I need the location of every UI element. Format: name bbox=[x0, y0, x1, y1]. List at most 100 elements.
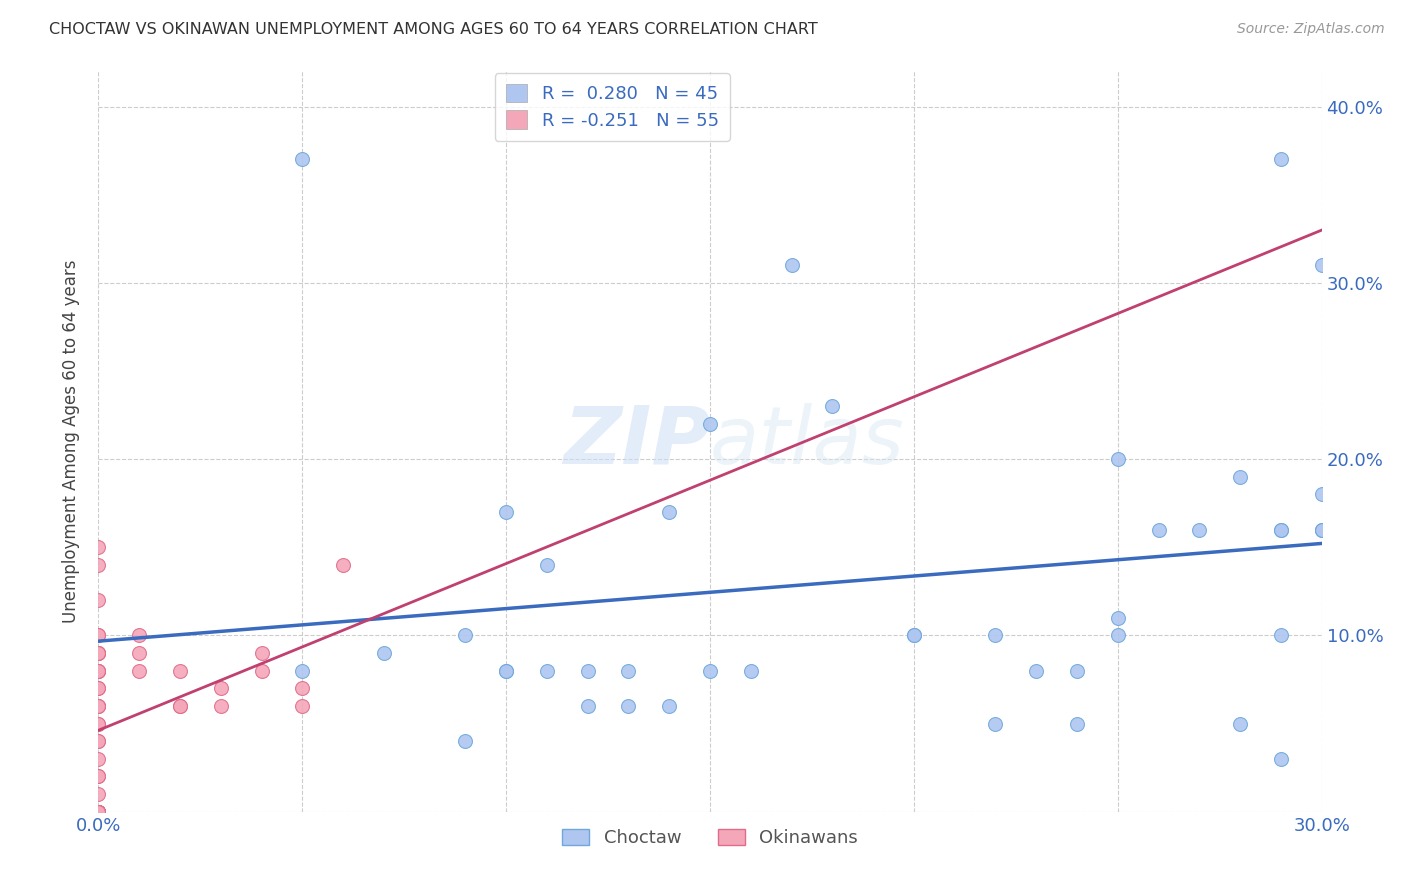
Point bbox=[821, 399, 844, 413]
Point bbox=[87, 593, 110, 607]
Point bbox=[1270, 752, 1292, 766]
Legend: Choctaw, Okinawans: Choctaw, Okinawans bbox=[555, 822, 865, 855]
Point bbox=[87, 734, 110, 748]
Point bbox=[495, 664, 517, 678]
Point bbox=[87, 805, 110, 819]
Point bbox=[1066, 716, 1088, 731]
Point bbox=[87, 805, 110, 819]
Point bbox=[617, 698, 640, 713]
Point bbox=[291, 698, 314, 713]
Point bbox=[903, 628, 925, 642]
Point bbox=[1147, 523, 1170, 537]
Point bbox=[87, 646, 110, 660]
Point bbox=[169, 698, 191, 713]
Point bbox=[1270, 628, 1292, 642]
Point bbox=[250, 664, 273, 678]
Point bbox=[87, 805, 110, 819]
Point bbox=[87, 646, 110, 660]
Point bbox=[87, 698, 110, 713]
Point bbox=[495, 505, 517, 519]
Point bbox=[87, 769, 110, 783]
Point bbox=[87, 681, 110, 696]
Point bbox=[128, 646, 150, 660]
Point bbox=[87, 628, 110, 642]
Point bbox=[250, 646, 273, 660]
Point bbox=[1270, 523, 1292, 537]
Point bbox=[658, 505, 681, 519]
Point bbox=[1310, 523, 1333, 537]
Point bbox=[576, 664, 599, 678]
Point bbox=[169, 664, 191, 678]
Point bbox=[87, 805, 110, 819]
Point bbox=[1107, 452, 1129, 467]
Point bbox=[87, 805, 110, 819]
Point bbox=[1270, 153, 1292, 167]
Point bbox=[87, 805, 110, 819]
Text: ZIP: ZIP bbox=[562, 402, 710, 481]
Point bbox=[87, 628, 110, 642]
Point bbox=[1025, 664, 1047, 678]
Point bbox=[87, 805, 110, 819]
Point bbox=[291, 681, 314, 696]
Point bbox=[87, 769, 110, 783]
Point bbox=[87, 734, 110, 748]
Point bbox=[87, 805, 110, 819]
Point bbox=[984, 716, 1007, 731]
Point bbox=[87, 805, 110, 819]
Point bbox=[87, 664, 110, 678]
Point bbox=[87, 787, 110, 801]
Point bbox=[291, 664, 314, 678]
Text: atlas: atlas bbox=[710, 402, 905, 481]
Point bbox=[780, 258, 803, 272]
Point bbox=[87, 805, 110, 819]
Point bbox=[576, 698, 599, 713]
Point bbox=[87, 716, 110, 731]
Point bbox=[87, 805, 110, 819]
Point bbox=[87, 558, 110, 572]
Point bbox=[1310, 523, 1333, 537]
Point bbox=[495, 664, 517, 678]
Point bbox=[699, 417, 721, 431]
Point bbox=[454, 628, 477, 642]
Point bbox=[87, 805, 110, 819]
Point bbox=[1229, 716, 1251, 731]
Point bbox=[87, 664, 110, 678]
Point bbox=[903, 628, 925, 642]
Point bbox=[332, 558, 354, 572]
Point bbox=[87, 805, 110, 819]
Point bbox=[984, 628, 1007, 642]
Point bbox=[1107, 611, 1129, 625]
Point bbox=[291, 153, 314, 167]
Point bbox=[128, 664, 150, 678]
Point bbox=[373, 646, 395, 660]
Point bbox=[1229, 470, 1251, 484]
Point bbox=[87, 698, 110, 713]
Point bbox=[87, 805, 110, 819]
Point bbox=[1107, 628, 1129, 642]
Point bbox=[128, 628, 150, 642]
Text: Source: ZipAtlas.com: Source: ZipAtlas.com bbox=[1237, 22, 1385, 37]
Point bbox=[536, 664, 558, 678]
Point bbox=[87, 664, 110, 678]
Point bbox=[87, 664, 110, 678]
Point bbox=[454, 734, 477, 748]
Point bbox=[87, 646, 110, 660]
Point bbox=[1310, 523, 1333, 537]
Text: CHOCTAW VS OKINAWAN UNEMPLOYMENT AMONG AGES 60 TO 64 YEARS CORRELATION CHART: CHOCTAW VS OKINAWAN UNEMPLOYMENT AMONG A… bbox=[49, 22, 818, 37]
Point bbox=[209, 681, 232, 696]
Point bbox=[1310, 258, 1333, 272]
Point bbox=[87, 805, 110, 819]
Point bbox=[1066, 664, 1088, 678]
Point bbox=[699, 664, 721, 678]
Point bbox=[87, 716, 110, 731]
Point bbox=[1310, 487, 1333, 501]
Y-axis label: Unemployment Among Ages 60 to 64 years: Unemployment Among Ages 60 to 64 years bbox=[62, 260, 80, 624]
Point bbox=[1188, 523, 1211, 537]
Point bbox=[1270, 523, 1292, 537]
Point bbox=[658, 698, 681, 713]
Point bbox=[87, 681, 110, 696]
Point bbox=[87, 805, 110, 819]
Point bbox=[87, 541, 110, 555]
Point bbox=[617, 664, 640, 678]
Point bbox=[87, 698, 110, 713]
